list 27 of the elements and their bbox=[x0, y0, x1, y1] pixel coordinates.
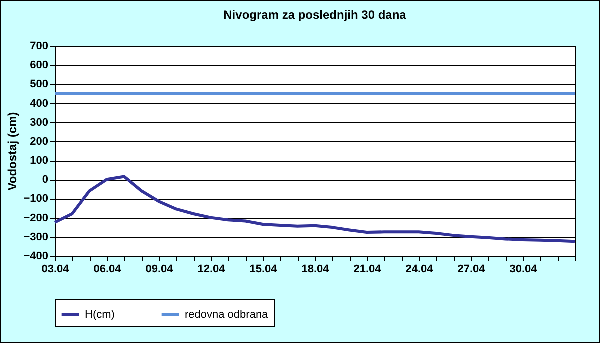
y-tick-label: 100 bbox=[30, 155, 48, 168]
y-tick-label: −300 bbox=[24, 231, 48, 244]
y-tick-label: 300 bbox=[30, 116, 48, 129]
legend-label: H(cm) bbox=[85, 308, 115, 321]
x-tick-label: 03.04 bbox=[42, 264, 70, 276]
y-tick-label: −400 bbox=[24, 250, 48, 262]
y-axis-title: Vodostaj (cm) bbox=[6, 112, 20, 191]
x-tick-label: 06.04 bbox=[94, 264, 122, 276]
x-tick-label: 27.04 bbox=[458, 264, 486, 276]
chart-title: Nivogram za poslednjih 30 dana bbox=[224, 8, 407, 22]
x-tick-label: 24.04 bbox=[406, 264, 434, 276]
y-tick-label: −200 bbox=[24, 212, 48, 224]
x-tick-label: 21.04 bbox=[354, 264, 382, 276]
y-tick-label: 0 bbox=[42, 174, 48, 186]
y-tick-label: 500 bbox=[30, 78, 48, 91]
x-tick-label: 09.04 bbox=[146, 264, 174, 276]
y-tick-label: 600 bbox=[30, 60, 48, 72]
legend-label: redovna odbrana bbox=[185, 308, 270, 321]
x-tick-label: 15.04 bbox=[250, 264, 278, 276]
y-tick-label: −100 bbox=[24, 193, 48, 206]
y-tick-label: 700 bbox=[30, 40, 48, 52]
x-tick-label: 18.04 bbox=[302, 264, 330, 276]
y-tick-label: 200 bbox=[30, 136, 48, 148]
x-tick-label: 30.04 bbox=[510, 264, 538, 276]
x-tick-label: 12.04 bbox=[198, 264, 226, 276]
y-tick-label: 400 bbox=[30, 98, 48, 110]
line-series bbox=[54, 175, 576, 244]
